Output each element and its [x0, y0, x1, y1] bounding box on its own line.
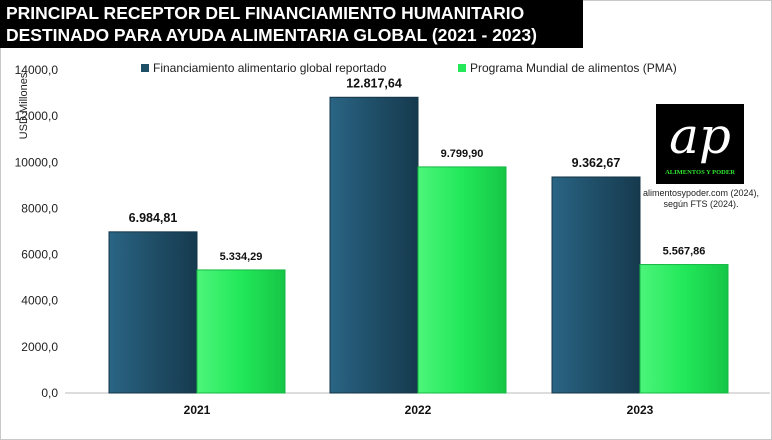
data-label: 5.567,86 [663, 246, 706, 258]
legend-label: Programa Mundial de alimentos (PMA) [470, 61, 677, 75]
alimentos-y-poder-logo: ap ALIMENTOS Y PODER [656, 104, 744, 184]
bar-global-2021 [108, 231, 198, 394]
bar-pma-2023 [639, 264, 729, 394]
bar-global-2022 [329, 96, 419, 394]
x-tick-label: 2021 [184, 403, 211, 417]
x-tick-label: 2023 [627, 403, 654, 417]
y-tick-label: 10000,0 [15, 155, 59, 169]
legend-swatch [141, 64, 149, 72]
data-label: 9.799,90 [441, 148, 484, 160]
data-label: 12.817,64 [346, 76, 402, 90]
legend-swatch [458, 64, 466, 72]
data-label: 6.984,81 [129, 211, 178, 225]
y-tick-label: 0,0 [41, 386, 58, 400]
data-label: 5.334,29 [220, 251, 263, 263]
y-tick-label: 14000,0 [15, 63, 59, 77]
legend-label: Financiamiento alimentario global report… [153, 61, 387, 75]
chart-title: PRINCIPAL RECEPTOR DEL FINANCIAMIENTO HU… [0, 0, 583, 48]
source-note: alimentosypoder.com (2024), según FTS (2… [630, 188, 772, 210]
x-tick-label: 2022 [405, 403, 432, 417]
source-line-2: según FTS (2024). [663, 199, 739, 209]
bar-global-2023 [551, 176, 641, 394]
y-tick-label: 2000,0 [21, 340, 58, 354]
y-tick-label: 8000,0 [21, 201, 58, 215]
source-line-1: alimentosypoder.com (2024), [642, 188, 760, 198]
data-label: 9.362,67 [572, 156, 621, 170]
logo-mark: ap [669, 107, 731, 165]
bar-pma-2022 [417, 166, 507, 394]
y-tick-label: 4000,0 [21, 294, 58, 308]
bar-pma-2021 [196, 269, 286, 394]
y-tick-label: 6000,0 [21, 248, 58, 262]
y-tick-label: 12000,0 [15, 109, 59, 123]
logo-brand: ALIMENTOS Y PODER [665, 169, 735, 176]
y-axis-label: USD Millones [18, 72, 30, 139]
